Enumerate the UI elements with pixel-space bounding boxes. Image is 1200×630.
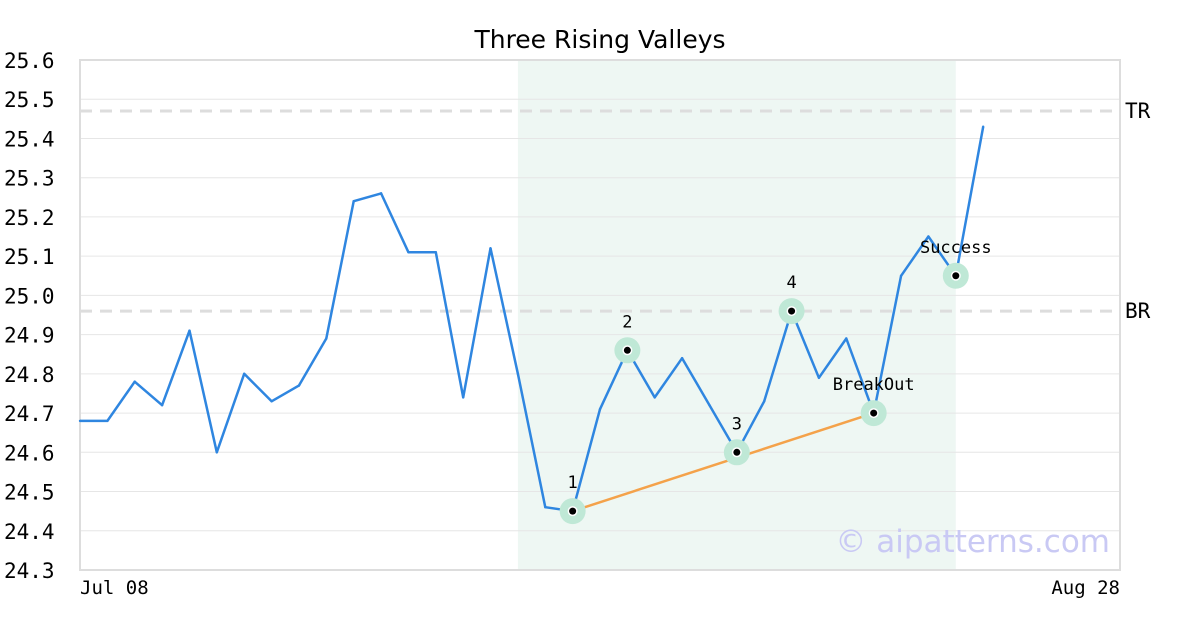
y-tick-label: 25.6 — [4, 49, 55, 73]
data-point — [160, 404, 164, 407]
highlight-region — [517, 60, 956, 570]
data-point — [434, 251, 437, 254]
y-tick-label: 25.0 — [4, 284, 55, 308]
marker-dot — [623, 346, 631, 354]
reference-label-br: BR — [1125, 299, 1151, 323]
data-point — [352, 200, 355, 203]
reference-label-tr: TR — [1125, 99, 1151, 123]
y-tick-label: 25.1 — [4, 245, 55, 269]
x-tick-label: Aug 28 — [1051, 577, 1120, 599]
chart-title: Three Rising Valleys — [473, 25, 725, 54]
series-line-0 — [80, 126, 985, 513]
marker-label: Success — [920, 238, 992, 258]
trendline — [572, 411, 875, 513]
marker-label: 2 — [622, 312, 632, 332]
y-tick-label: 24.5 — [4, 481, 55, 505]
marker-dot — [788, 307, 796, 315]
data-point — [407, 251, 410, 254]
data-point — [461, 396, 465, 399]
data-point — [379, 192, 383, 195]
x-tick-label: Jul 08 — [80, 577, 149, 599]
y-tick-label: 24.3 — [4, 559, 55, 583]
data-point — [106, 419, 109, 423]
data-point — [243, 372, 246, 376]
y-tick-label: 24.7 — [4, 402, 55, 426]
y-tick-label: 24.9 — [4, 324, 55, 348]
data-point — [270, 400, 273, 403]
watermark-text: © aipatterns.com — [835, 524, 1110, 560]
y-tick-labels-layer: 24.3 24.4 24.5 24.6 24.7 24.8 24.9 25.0 25.1 25.2… — [4, 49, 55, 583]
data-point — [78, 419, 82, 423]
plot-frame-layer — [79, 59, 1121, 571]
data-point — [653, 396, 656, 399]
data-point — [763, 400, 766, 403]
y-tick-label: 24.6 — [4, 441, 55, 465]
marker-dot — [870, 409, 878, 417]
data-point — [489, 247, 492, 250]
marker-dot — [569, 507, 577, 515]
y-tick-label: 25.3 — [4, 167, 55, 191]
data-point — [297, 384, 301, 387]
data-point — [516, 372, 520, 376]
data-point — [325, 337, 328, 340]
x-tick-labels-layer: Jul 08 Aug 28 — [80, 577, 1120, 599]
trendline-layer — [572, 411, 875, 513]
data-point — [544, 506, 547, 509]
data-point — [845, 337, 848, 340]
series-layer — [78, 125, 985, 513]
y-tick-label: 24.8 — [4, 363, 55, 387]
highlight-region-layer — [517, 60, 956, 570]
marker-dot — [733, 448, 741, 456]
data-point — [188, 329, 191, 332]
data-point — [133, 380, 136, 383]
y-tick-label: 25.4 — [4, 127, 55, 151]
y-tick-label: 25.5 — [4, 88, 55, 112]
data-point — [981, 125, 985, 128]
data-point — [708, 404, 711, 407]
marker-label: 3 — [732, 414, 742, 434]
data-point — [899, 274, 903, 277]
y-tick-label: 25.2 — [4, 206, 55, 230]
data-point — [598, 407, 602, 411]
data-point — [927, 235, 930, 238]
plot-frame — [79, 59, 1121, 571]
marked-points-layer: 1 2 3 4 BreakOut Success — [559, 238, 992, 525]
data-point — [215, 451, 219, 454]
reference-lines-layer: TR BR — [80, 99, 1151, 323]
data-point — [817, 376, 821, 379]
data-point — [680, 356, 684, 360]
marker-dot — [952, 272, 960, 280]
marker-label: 4 — [786, 273, 796, 293]
y-tick-label: 24.4 — [4, 520, 55, 544]
marker-label: BreakOut — [833, 375, 915, 395]
marker-label: 1 — [568, 473, 578, 493]
